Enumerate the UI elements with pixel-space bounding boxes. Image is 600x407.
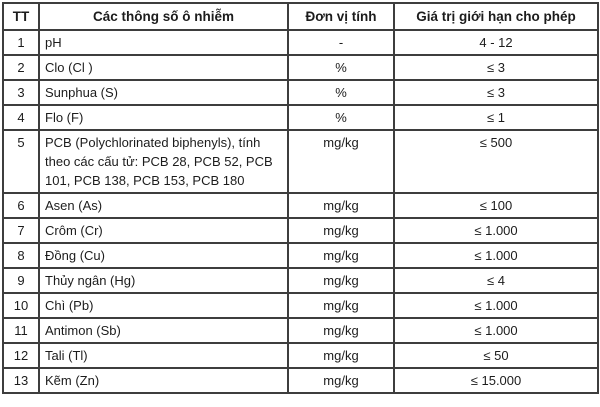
unit-cell: mg/kg	[287, 367, 395, 394]
parameter-cell: Thủy ngân (Hg)	[38, 267, 289, 294]
table-row: 6 Asen (As) mg/kg ≤ 100	[2, 192, 599, 219]
row-index-cell: 2	[2, 54, 40, 81]
unit-cell: %	[287, 104, 395, 131]
table-row: 9 Thủy ngân (Hg) mg/kg ≤ 4	[2, 267, 599, 294]
unit-cell: mg/kg	[287, 292, 395, 319]
row-index-cell: 10	[2, 292, 40, 319]
limit-cell: ≤ 15.000	[393, 367, 599, 394]
limit-cell: ≤ 1.000	[393, 242, 599, 269]
parameter-cell: Kẽm (Zn)	[38, 367, 289, 394]
limit-cell: 4 - 12	[393, 29, 599, 56]
table-row: 3 Sunphua (S)% ≤ 3	[2, 79, 599, 106]
unit-cell: %	[287, 54, 395, 81]
header-param: Các thông số ô nhiễm	[38, 2, 289, 31]
row-index-cell: 12	[2, 342, 40, 369]
table-body: 1 pH -4 - 12 2 Clo (Cl )% ≤ 3 3 Sunphua (S)% ≤ 3…	[2, 29, 599, 394]
unit-cell: mg/kg	[287, 342, 395, 369]
header-tt: TT	[2, 2, 40, 31]
row-index-cell: 6	[2, 192, 40, 219]
limit-cell: ≤ 3	[393, 79, 599, 106]
parameter-cell: Clo (Cl )	[38, 54, 289, 81]
unit-cell: mg/kg	[287, 129, 395, 194]
limit-cell: ≤ 500	[393, 129, 599, 194]
unit-cell: mg/kg	[287, 242, 395, 269]
limit-cell: ≤ 1.000	[393, 292, 599, 319]
table-row: 2 Clo (Cl )% ≤ 3	[2, 54, 599, 81]
limit-cell: ≤ 1	[393, 104, 599, 131]
table-row: 11 Antimon (Sb) mg/kg ≤ 1.000	[2, 317, 599, 344]
row-index-cell: 7	[2, 217, 40, 244]
row-index-cell: 8	[2, 242, 40, 269]
parameter-cell: Tali (Tl)	[38, 342, 289, 369]
unit-cell: mg/kg	[287, 217, 395, 244]
table-row: 10 Chì (Pb) mg/kg ≤ 1.000	[2, 292, 599, 319]
table-row: 7 Crôm (Cr) mg/kg ≤ 1.000	[2, 217, 599, 244]
table-row: 1 pH -4 - 12	[2, 29, 599, 56]
header-row: TT Các thông số ô nhiễm Đơn vị tính Giá …	[2, 2, 599, 31]
unit-cell: mg/kg	[287, 192, 395, 219]
unit-cell: %	[287, 79, 395, 106]
row-index-cell: 4	[2, 104, 40, 131]
parameter-cell: Antimon (Sb)	[38, 317, 289, 344]
parameter-cell: PCB (Polychlorinated biphenyls), tính th…	[38, 129, 289, 194]
parameter-cell: Chì (Pb)	[38, 292, 289, 319]
parameter-cell: pH	[38, 29, 289, 56]
row-index-cell: 1	[2, 29, 40, 56]
row-index-cell: 3	[2, 79, 40, 106]
table-row: 8 Đồng (Cu) mg/kg ≤ 1.000	[2, 242, 599, 269]
header-unit: Đơn vị tính	[287, 2, 395, 31]
parameter-cell: Asen (As)	[38, 192, 289, 219]
table-row: 5 PCB (Polychlorinated biphenyls), tính t…	[2, 129, 599, 194]
limit-cell: ≤ 1.000	[393, 217, 599, 244]
limit-cell: ≤ 1.000	[393, 317, 599, 344]
table-row: 4 Flo (F)% ≤ 1	[2, 104, 599, 131]
pollution-limits-table: TT Các thông số ô nhiễm Đơn vị tính Giá …	[2, 2, 599, 394]
parameter-cell: Đồng (Cu)	[38, 242, 289, 269]
unit-cell: mg/kg	[287, 317, 395, 344]
parameter-cell: Sunphua (S)	[38, 79, 289, 106]
unit-cell: mg/kg	[287, 267, 395, 294]
parameter-cell: Crôm (Cr)	[38, 217, 289, 244]
limit-cell: ≤ 50	[393, 342, 599, 369]
parameter-cell: Flo (F)	[38, 104, 289, 131]
table-row: 13 Kẽm (Zn) mg/kg ≤ 15.000	[2, 367, 599, 394]
row-index-cell: 11	[2, 317, 40, 344]
limit-cell: ≤ 100	[393, 192, 599, 219]
row-index-cell: 13	[2, 367, 40, 394]
limit-cell: ≤ 3	[393, 54, 599, 81]
header-limit: Giá trị giới hạn cho phép	[393, 2, 599, 31]
row-index-cell: 5	[2, 129, 40, 194]
limit-cell: ≤ 4	[393, 267, 599, 294]
unit-cell: -	[287, 29, 395, 56]
row-index-cell: 9	[2, 267, 40, 294]
table-row: 12 Tali (Tl) mg/kg ≤ 50	[2, 342, 599, 369]
